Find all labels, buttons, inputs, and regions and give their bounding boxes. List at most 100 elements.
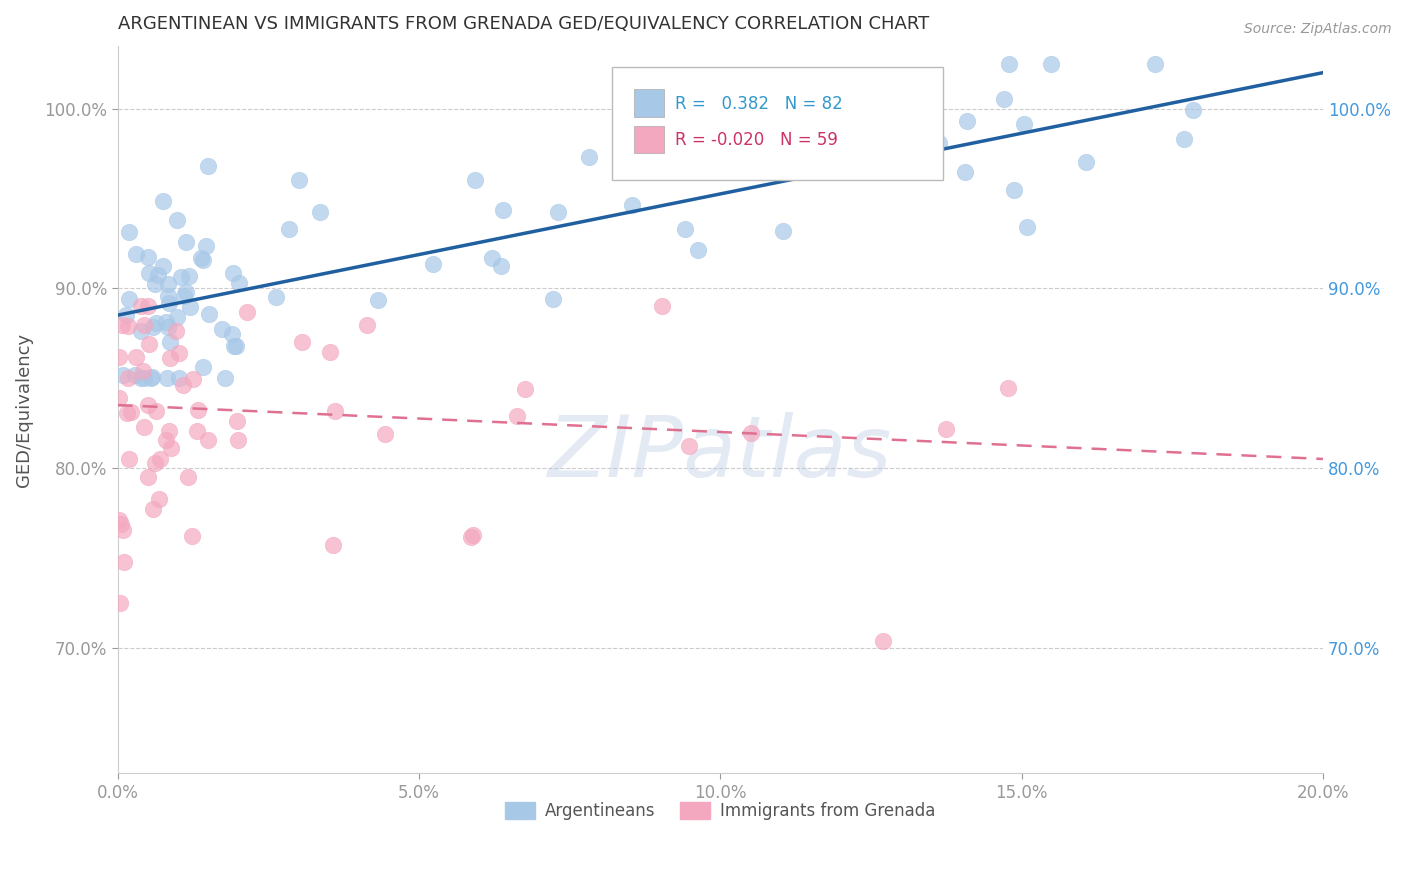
- Point: [1004, 183, 1026, 197]
- Point: [125, 350, 148, 364]
- Point: [193, 253, 215, 268]
- Point: [927, 136, 949, 150]
- Point: [225, 339, 247, 353]
- Point: [222, 339, 245, 353]
- Point: [118, 225, 141, 239]
- Point: [236, 304, 259, 318]
- Point: [110, 517, 132, 532]
- Point: [935, 422, 957, 436]
- Point: [277, 222, 299, 236]
- Point: [174, 285, 197, 300]
- Point: [491, 202, 513, 217]
- Point: [145, 404, 167, 418]
- Point: [506, 409, 529, 423]
- Point: [125, 246, 148, 260]
- Point: [181, 529, 204, 543]
- Point: [956, 114, 979, 128]
- Point: [124, 368, 146, 383]
- Point: [108, 391, 131, 405]
- Point: [132, 371, 155, 385]
- Point: [194, 239, 217, 253]
- Point: [112, 555, 135, 569]
- Point: [143, 457, 166, 471]
- Point: [197, 433, 219, 447]
- Point: [142, 502, 165, 516]
- Point: [318, 345, 340, 359]
- Point: [108, 513, 131, 527]
- Point: [186, 424, 208, 438]
- Point: [190, 251, 212, 265]
- Point: [138, 337, 160, 351]
- Point: [953, 165, 976, 179]
- Point: [872, 633, 894, 648]
- Point: [138, 266, 160, 280]
- Point: [214, 371, 236, 385]
- Point: [222, 266, 245, 280]
- Point: [547, 205, 569, 219]
- Point: [177, 469, 200, 483]
- Point: [309, 205, 332, 219]
- Point: [155, 315, 177, 329]
- Y-axis label: GED/Equivalency: GED/Equivalency: [15, 333, 32, 487]
- Point: [167, 371, 190, 385]
- Point: [169, 270, 191, 285]
- Point: [997, 56, 1019, 70]
- Point: [997, 381, 1019, 395]
- Point: [853, 142, 876, 156]
- Point: [111, 318, 134, 332]
- Point: [132, 364, 155, 378]
- Point: [159, 334, 181, 349]
- Point: [1173, 131, 1195, 145]
- Point: [181, 372, 204, 386]
- Point: [191, 359, 214, 374]
- Point: [1144, 56, 1167, 70]
- Point: [651, 299, 673, 313]
- Text: Source: ZipAtlas.com: Source: ZipAtlas.com: [1244, 22, 1392, 37]
- Text: ZIPatlas: ZIPatlas: [548, 412, 893, 495]
- Point: [108, 596, 131, 610]
- Point: [221, 327, 243, 342]
- Point: [145, 317, 167, 331]
- Point: [578, 150, 600, 164]
- Point: [1040, 56, 1063, 70]
- Point: [367, 293, 389, 307]
- Point: [1015, 219, 1038, 234]
- Point: [156, 319, 179, 334]
- Point: [115, 308, 138, 322]
- Point: [197, 307, 219, 321]
- Point: [120, 405, 142, 419]
- Point: [167, 346, 190, 360]
- Point: [156, 277, 179, 291]
- Point: [264, 290, 287, 304]
- Point: [1012, 117, 1035, 131]
- Point: [136, 470, 159, 484]
- Point: [541, 292, 564, 306]
- Point: [112, 368, 135, 383]
- Point: [141, 370, 163, 384]
- Point: [323, 403, 346, 417]
- Point: [1076, 154, 1098, 169]
- Point: [481, 251, 503, 265]
- Point: [111, 523, 134, 537]
- Point: [228, 433, 250, 447]
- Point: [173, 289, 195, 303]
- Point: [678, 439, 700, 453]
- Point: [460, 530, 482, 544]
- Point: [134, 318, 156, 332]
- Point: [463, 528, 485, 542]
- Point: [291, 335, 314, 350]
- Point: [152, 259, 174, 273]
- Point: [993, 91, 1015, 105]
- Point: [159, 442, 181, 456]
- Point: [177, 268, 200, 283]
- Point: [356, 318, 378, 332]
- Point: [772, 224, 794, 238]
- Point: [115, 406, 138, 420]
- Point: [179, 300, 201, 314]
- Point: [228, 276, 250, 290]
- Point: [165, 324, 187, 338]
- Point: [157, 296, 180, 310]
- Point: [226, 413, 249, 427]
- Point: [141, 371, 163, 385]
- Point: [422, 257, 444, 271]
